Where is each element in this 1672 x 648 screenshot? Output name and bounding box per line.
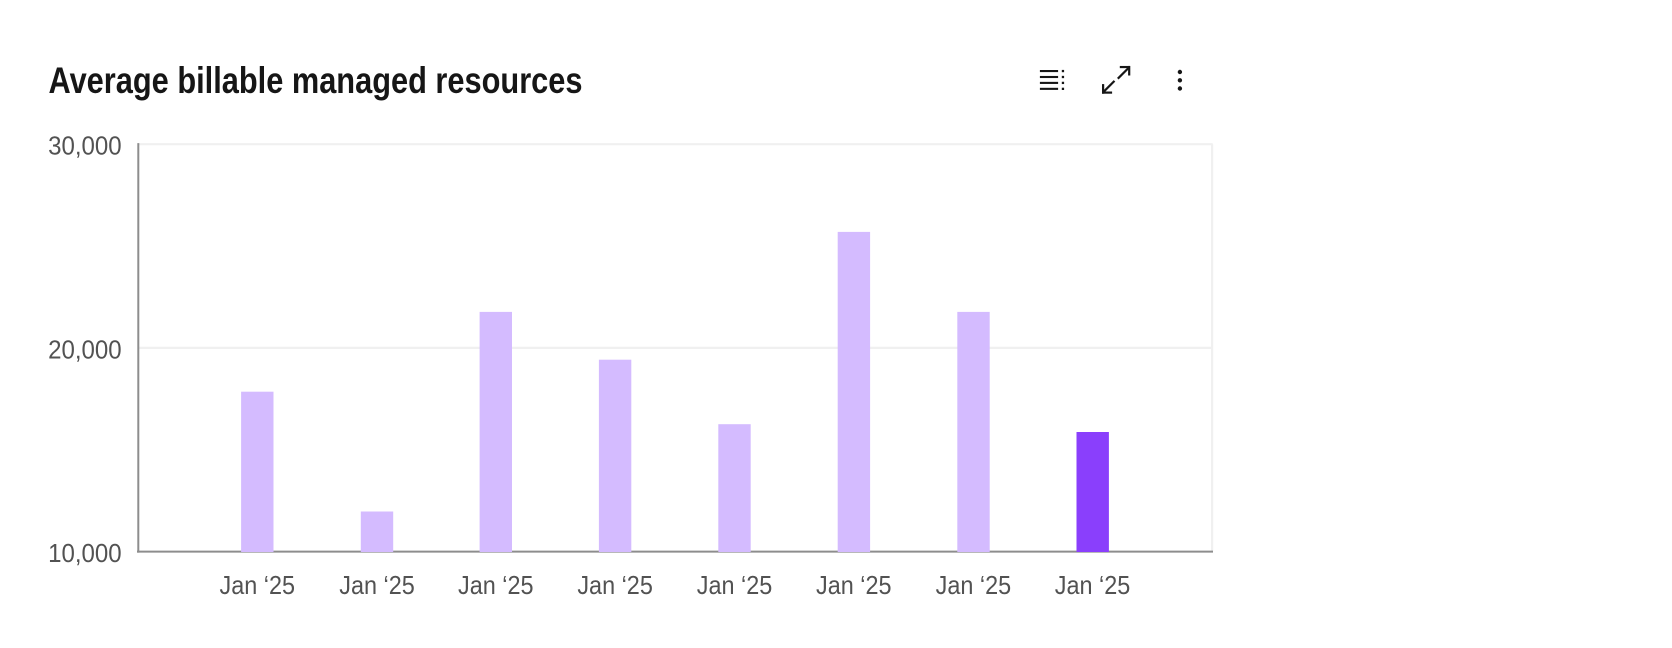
svg-text:20,000: 20,000 [48,334,122,364]
svg-text:30,000: 30,000 [48,131,122,161]
svg-text:Jan ‘25: Jan ‘25 [339,570,415,600]
svg-text:10,000: 10,000 [48,538,122,568]
svg-text:Jan ‘25: Jan ‘25 [577,570,653,600]
svg-text:Jan ‘25: Jan ‘25 [220,570,296,600]
svg-text:Jan ‘25: Jan ‘25 [697,570,773,600]
svg-text:Jan ‘25: Jan ‘25 [1055,570,1131,600]
svg-text:Average billable managed resou: Average billable managed resources [49,60,583,101]
svg-text:Jan ‘25: Jan ‘25 [936,570,1012,600]
svg-text:Jan ‘25: Jan ‘25 [458,570,534,600]
svg-text:Jan ‘25: Jan ‘25 [816,570,892,600]
